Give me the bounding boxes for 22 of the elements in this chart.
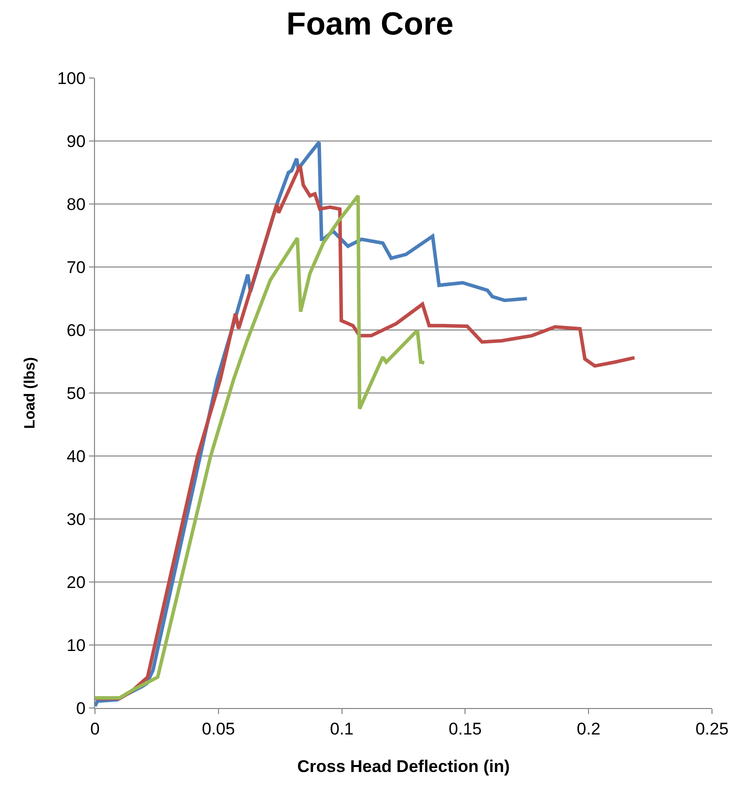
y-axis-title: Load (lbs): [21, 357, 38, 429]
y-tick-label: 10: [66, 636, 86, 655]
y-tick-label: 50: [66, 384, 86, 403]
y-tick-label: 40: [66, 446, 86, 466]
y-tick-label: 90: [66, 132, 86, 151]
x-axis-title: Cross Head Deflection (in): [297, 756, 510, 776]
y-tick-label: 80: [66, 194, 86, 214]
x-tick-label: 0.15: [448, 719, 482, 738]
x-tick-label: 0.2: [576, 719, 600, 738]
line-series: [95, 164, 636, 700]
x-tick-label: 0.05: [202, 719, 235, 738]
y-tick-label: 30: [66, 510, 86, 529]
line-series: [95, 194, 426, 700]
x-tick-label: 0: [90, 719, 100, 738]
y-tick-label: 60: [66, 320, 86, 340]
y-tick-label: 20: [66, 572, 86, 592]
y-tick-label: 0: [76, 698, 86, 718]
y-tick-label: 70: [66, 258, 86, 277]
x-tick-label: 0.1: [330, 719, 354, 738]
chart-title: Foam Core: [286, 5, 454, 42]
y-tick-label: 100: [57, 68, 86, 88]
x-tick-label: 0.25: [695, 719, 729, 738]
